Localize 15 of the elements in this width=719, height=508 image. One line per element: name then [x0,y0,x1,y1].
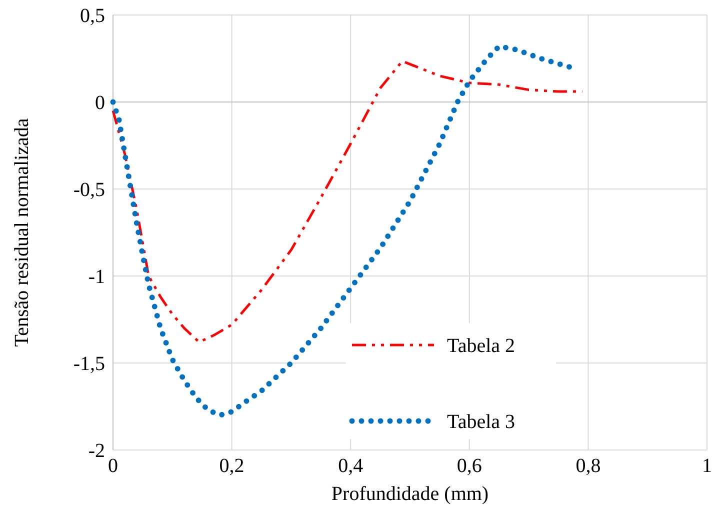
x-tick-label: 0,8 [576,455,601,477]
y-tick-label: -0,5 [73,179,105,201]
y-axis-title: Tensão residual normalizada [11,118,33,347]
legend-label: Tabela 3 [447,411,516,433]
x-tick-label: 0,6 [456,455,482,477]
y-tick-label: -1,5 [73,353,105,375]
x-axis-title: Profundidade (mm) [331,483,489,505]
x-tick-label: 0,4 [338,455,364,477]
legend-label: Tabela 2 [447,335,516,357]
y-tick-label: -1 [88,266,105,288]
y-tick-label: 0,5 [80,5,105,27]
y-tick-label: 0 [95,92,105,114]
x-tick-label: 1 [702,455,712,477]
x-tick-label: 0,2 [219,455,244,477]
y-tick-label: -2 [88,440,105,462]
